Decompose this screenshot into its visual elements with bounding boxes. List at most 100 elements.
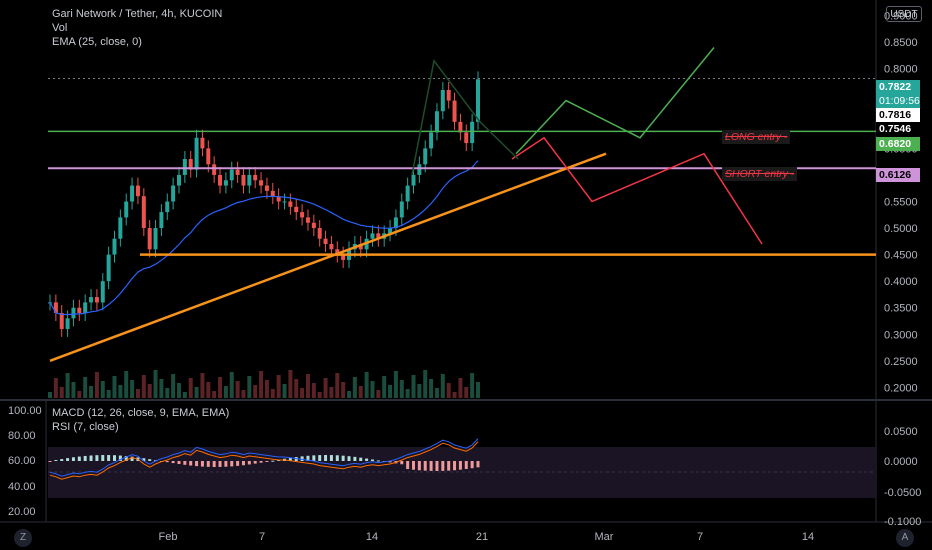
candle-body xyxy=(317,228,322,239)
macd-histogram-bar xyxy=(212,461,216,467)
candle-body xyxy=(323,238,328,244)
time-tick-label: 7 xyxy=(697,531,703,543)
macd-histogram-bar xyxy=(476,461,480,468)
macd-histogram-bar xyxy=(130,456,134,461)
volume-bar xyxy=(241,390,246,398)
currency-button[interactable]: USDT xyxy=(886,6,922,22)
volume-bar xyxy=(341,382,346,398)
macd-histogram-bar xyxy=(253,461,257,464)
candle-body xyxy=(411,174,416,186)
candle-body xyxy=(176,174,181,186)
candle-body xyxy=(288,201,293,207)
volume-bar xyxy=(171,374,176,398)
price-tick-label: 0.2000 xyxy=(884,382,918,394)
candle-body xyxy=(135,185,140,197)
macd-signal-line xyxy=(49,441,479,480)
volume-bar xyxy=(212,391,217,398)
macd-histogram-bar xyxy=(429,461,433,471)
volume-bar xyxy=(229,372,234,398)
rising-trendline xyxy=(49,152,607,362)
macd-histogram-bar xyxy=(66,458,70,461)
candle-body xyxy=(300,212,305,218)
volume-bar xyxy=(364,372,369,398)
macd-histogram-bar xyxy=(95,455,99,461)
macd-histogram-bar xyxy=(353,456,357,461)
volume-bar xyxy=(194,387,199,398)
macd-histogram-bar xyxy=(435,461,439,471)
macd-histogram-bar xyxy=(247,461,251,465)
time-tick-label: 21 xyxy=(476,531,488,543)
time-tick-label: Mar xyxy=(595,531,614,543)
volume-bar xyxy=(434,388,439,398)
macd-histogram-bar xyxy=(376,460,380,462)
candle-body xyxy=(118,217,123,239)
candle-body xyxy=(446,89,451,101)
macd-histogram-bar xyxy=(423,461,427,471)
candle-body xyxy=(253,174,258,181)
candle-body xyxy=(388,228,393,234)
macd-histogram-bar xyxy=(101,455,105,461)
candle-body xyxy=(358,243,363,250)
candle-body xyxy=(399,201,404,218)
macd-histogram-bar xyxy=(388,461,392,463)
time-tick-label: 14 xyxy=(366,531,378,543)
volume-bar xyxy=(223,386,228,398)
candle-body xyxy=(458,121,463,133)
volume-bar xyxy=(135,389,140,398)
volume-bar xyxy=(393,371,398,398)
volume-bar xyxy=(94,372,99,398)
candle-body xyxy=(241,174,246,186)
macd-histogram-bar xyxy=(206,461,210,467)
short-entry-annotation: SHORT entry - xyxy=(722,167,798,181)
volume-bar xyxy=(411,375,416,398)
bullish-projection xyxy=(515,47,715,155)
volume-bar xyxy=(176,383,181,398)
timezone-button[interactable]: Z xyxy=(14,529,32,547)
rsi-tick-label: 40.00 xyxy=(8,481,36,493)
countdown-tag: 01:09:56 xyxy=(876,94,920,108)
macd-tick-label: -0.1000 xyxy=(884,516,921,528)
volume-bar xyxy=(206,382,211,398)
volume-bar xyxy=(200,373,205,398)
macd-histogram-bar xyxy=(458,461,462,470)
volume-bar xyxy=(470,373,475,398)
volume-bar xyxy=(300,388,305,398)
volume-bar xyxy=(423,370,428,398)
time-tick-label: Feb xyxy=(159,531,178,543)
macd-histogram-bar xyxy=(148,459,152,461)
candle-body xyxy=(476,79,480,122)
volume-bar xyxy=(305,374,310,398)
volume-bar xyxy=(388,385,393,398)
macd-histogram-bar xyxy=(335,455,339,461)
macd-histogram-bar xyxy=(77,456,81,461)
macd-line xyxy=(49,438,479,477)
macd-tick-label: 0.0500 xyxy=(884,426,918,438)
macd-histogram-bar xyxy=(124,456,128,461)
macd-histogram-bar xyxy=(470,461,474,469)
price-tick-label: 0.3000 xyxy=(884,329,918,341)
candle-body xyxy=(370,233,375,239)
candle-body xyxy=(112,238,117,255)
candle-body xyxy=(276,196,281,202)
price-tick-label: 0.5000 xyxy=(884,223,918,235)
candle-body xyxy=(89,297,94,303)
candle-body xyxy=(259,180,264,186)
macd-histogram-bar xyxy=(118,455,122,461)
level1-price-tag: 0.7546 xyxy=(876,122,920,136)
macd-histogram-bar xyxy=(370,459,374,461)
volume-bar xyxy=(440,374,445,398)
candle-body xyxy=(59,313,64,329)
candle-body xyxy=(71,307,76,319)
volume-bar xyxy=(165,388,170,398)
candle-body xyxy=(53,302,58,314)
macd-histogram-bar xyxy=(400,461,404,465)
macd-tick-label: 0.0000 xyxy=(884,456,918,468)
candle-body xyxy=(182,159,187,175)
macd-histogram-bar xyxy=(265,461,269,462)
volume-bar xyxy=(106,390,111,398)
auto-scale-button[interactable]: A xyxy=(896,529,914,547)
macd-histogram-bar xyxy=(453,461,457,471)
volume-bar xyxy=(53,378,58,398)
pattern-zigzag xyxy=(411,58,519,176)
